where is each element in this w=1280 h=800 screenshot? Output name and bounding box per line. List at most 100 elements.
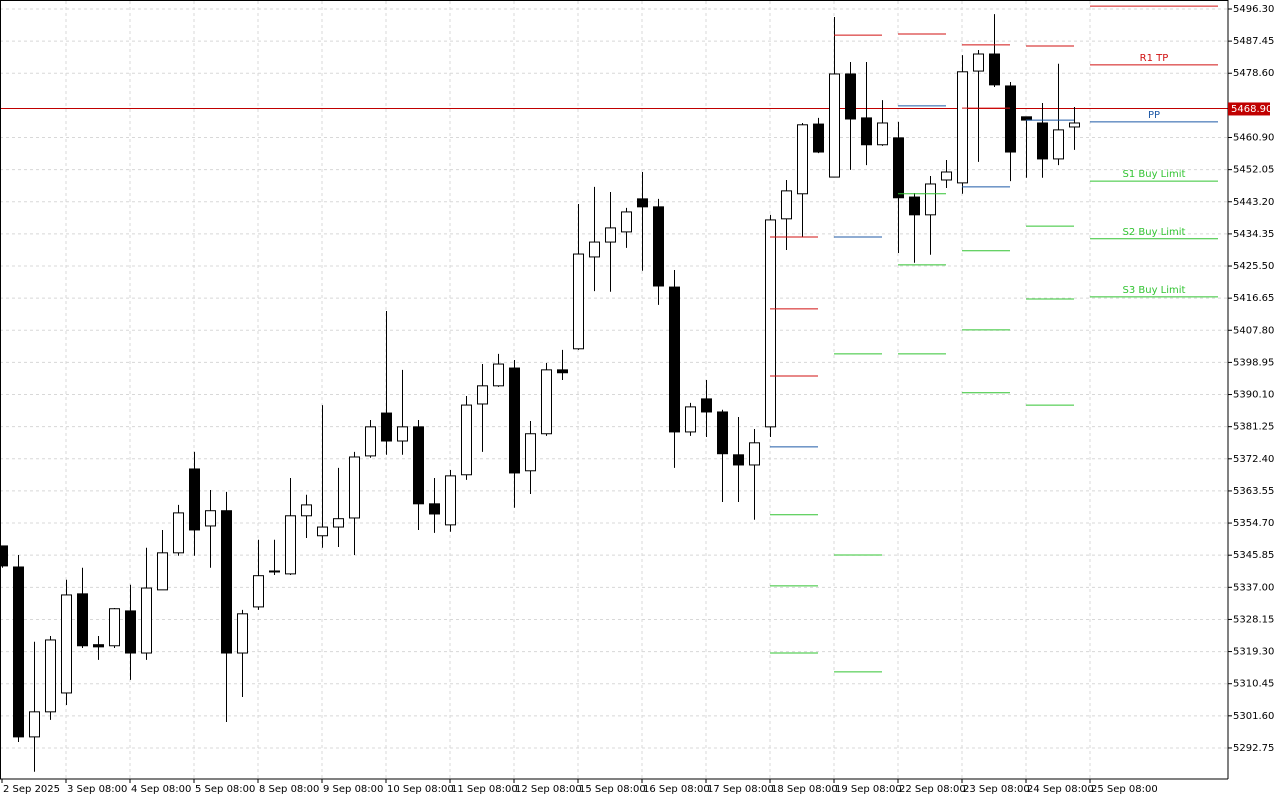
candle-body: [685, 406, 696, 433]
candle-body: [301, 504, 312, 517]
y-tick-label: 5301.60: [1233, 711, 1274, 722]
candle-body: [861, 117, 872, 146]
pivot-level-label: PP: [1148, 110, 1160, 121]
candle-body: [701, 398, 712, 413]
candle-body: [45, 639, 56, 713]
y-tick-label: 5478.60: [1233, 68, 1274, 79]
candle-body: [541, 369, 552, 435]
candle-body: [765, 219, 776, 428]
candle-body: [93, 644, 104, 648]
candle-body: [909, 196, 920, 216]
candle-body: [669, 286, 680, 433]
y-tick-label: 5416.65: [1233, 293, 1274, 304]
candle-body: [941, 171, 952, 181]
candle-body: [989, 53, 1000, 86]
candle-body: [397, 426, 408, 442]
candle-body: [749, 442, 760, 466]
x-tick-label: 25 Sep 08:00: [1091, 784, 1158, 795]
candle-body: [621, 211, 632, 233]
candle-body: [717, 411, 728, 455]
candle-body: [125, 610, 136, 654]
x-tick-label: 12 Sep 08:00: [515, 784, 582, 795]
candle-body: [221, 510, 232, 654]
x-tick-label: 16 Sep 08:00: [643, 784, 710, 795]
candle-body: [525, 433, 536, 472]
y-tick-label: 5381.25: [1233, 422, 1274, 433]
candle-body: [413, 426, 424, 505]
candle-body: [253, 575, 264, 608]
x-tick-label: 2 Sep 2025: [3, 784, 60, 795]
candle-body: [429, 503, 440, 515]
current-price-box: [1228, 102, 1270, 116]
x-tick-label: 15 Sep 08:00: [579, 784, 646, 795]
candle-body: [445, 475, 456, 526]
support-level-label: S2 Buy Limit: [1123, 227, 1186, 238]
candle-body: [461, 404, 472, 476]
support-level-label: S3 Buy Limit: [1123, 285, 1186, 296]
candle-body: [797, 124, 808, 195]
x-tick-label: 5 Sep 08:00: [195, 784, 255, 795]
y-tick-label: 5390.10: [1233, 390, 1274, 401]
candle-body: [781, 190, 792, 220]
y-tick-label: 5398.95: [1233, 357, 1274, 368]
candle-body: [269, 570, 280, 573]
candle-body: [829, 73, 840, 178]
candle-body: [109, 608, 120, 647]
candle-body: [13, 566, 24, 738]
y-tick-label: 5452.05: [1233, 165, 1274, 176]
candle-body: [1005, 85, 1016, 153]
y-tick-label: 5328.15: [1233, 614, 1274, 625]
y-tick-label: 5363.55: [1233, 486, 1274, 497]
current-price-label: 5468.90: [1231, 104, 1272, 115]
candle-body: [77, 593, 88, 647]
candle-body: [509, 367, 520, 474]
candle-body: [29, 711, 40, 738]
candle-body: [653, 206, 664, 287]
x-tick-label: 9 Sep 08:00: [323, 784, 383, 795]
candle-body: [189, 468, 200, 531]
candle-body: [925, 183, 936, 216]
y-tick-label: 5425.50: [1233, 261, 1274, 272]
candle-body: [0, 545, 8, 567]
resistance-level-label: R1 TP: [1140, 53, 1169, 64]
candle-body: [141, 587, 152, 654]
y-tick-label: 5310.45: [1233, 679, 1274, 690]
x-tick-label: 24 Sep 08:00: [1027, 784, 1094, 795]
x-tick-label: 8 Sep 08:00: [259, 784, 319, 795]
candle-body: [333, 518, 344, 528]
x-tick-label: 22 Sep 08:00: [899, 784, 966, 795]
candle-body: [493, 363, 504, 387]
candle-body: [205, 510, 216, 527]
candle-body: [317, 526, 328, 537]
candle-body: [1037, 122, 1048, 160]
candle-body: [557, 369, 568, 374]
y-tick-label: 5434.35: [1233, 229, 1274, 240]
candle-body: [237, 613, 248, 654]
x-tick-label: 23 Sep 08:00: [963, 784, 1030, 795]
candle-body: [573, 253, 584, 350]
candle-body: [845, 73, 856, 120]
candle-body: [957, 71, 968, 184]
candle-body: [893, 137, 904, 199]
candle-body: [477, 385, 488, 405]
candle-body: [733, 454, 744, 466]
candle-body: [1053, 129, 1064, 160]
x-tick-label: 3 Sep 08:00: [67, 784, 127, 795]
candle-body: [365, 426, 376, 457]
candle-body: [605, 227, 616, 243]
x-tick-label: 4 Sep 08:00: [131, 784, 191, 795]
support-level-label: S1 Buy Limit: [1123, 169, 1186, 180]
y-tick-label: 5319.30: [1233, 647, 1274, 658]
y-tick-label: 5372.40: [1233, 454, 1274, 465]
candle-body: [813, 123, 824, 153]
candle-body: [589, 241, 600, 258]
x-tick-label: 17 Sep 08:00: [707, 784, 774, 795]
candle-body: [1069, 122, 1080, 128]
y-tick-label: 5407.80: [1233, 325, 1274, 336]
candle-body: [173, 512, 184, 554]
candle-body: [61, 594, 72, 694]
y-tick-label: 5487.45: [1233, 36, 1274, 47]
y-tick-label: 5345.85: [1233, 550, 1274, 561]
